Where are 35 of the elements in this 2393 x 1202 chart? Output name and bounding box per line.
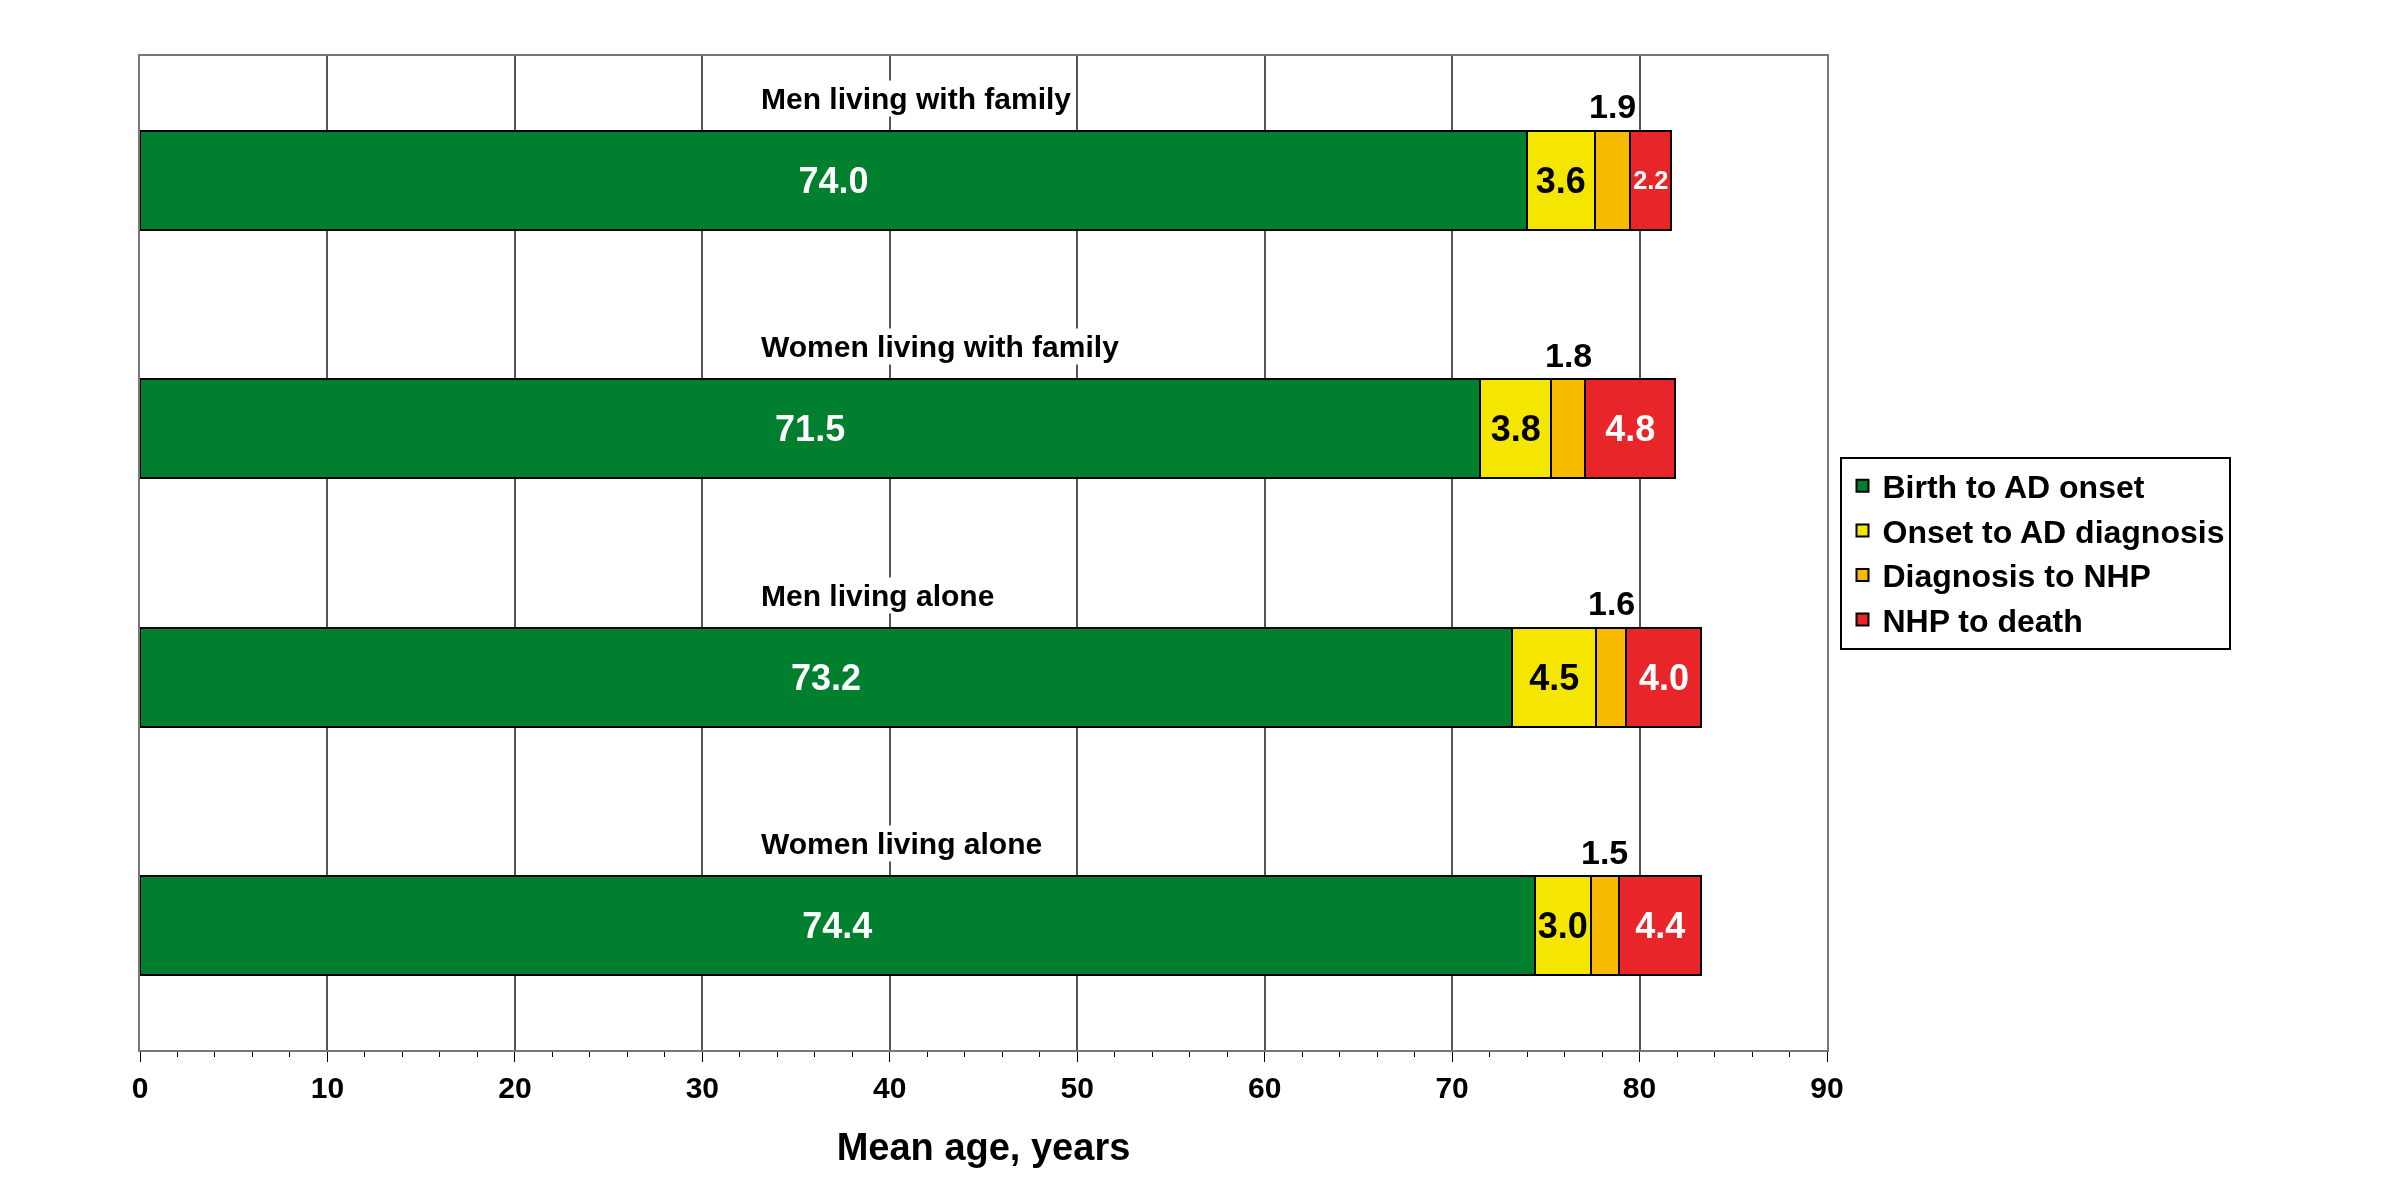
data-label: 1.6 [1588, 584, 1636, 622]
y-tick-label: Men living alone [761, 579, 995, 612]
x-tick-label: 80 [1622, 1071, 1657, 1104]
data-label: 2.2 [1633, 166, 1669, 195]
x-tick-label: 40 [873, 1071, 907, 1104]
data-label: 4.5 [1529, 656, 1580, 698]
legend-label: Onset to AD diagnosis [1882, 513, 2225, 550]
data-label: 4.4 [1635, 905, 1686, 947]
data-label: 3.6 [1535, 159, 1586, 201]
x-tick-label: 70 [1435, 1071, 1469, 1104]
data-label: 74.0 [798, 159, 869, 201]
data-label: 1.8 [1545, 336, 1593, 374]
x-tick-label: 60 [1247, 1071, 1282, 1104]
y-tick-label: Men living with family [761, 82, 1072, 115]
data-label: 73.2 [791, 656, 862, 698]
x-tick-label: 90 [1810, 1071, 1844, 1104]
data-label: 4.0 [1638, 656, 1689, 698]
legend-label: Diagnosis to NHP [1882, 558, 2151, 595]
x-tick-label: 0 [131, 1071, 149, 1104]
x-tick-label: 10 [310, 1071, 345, 1104]
data-label: 4.8 [1605, 408, 1656, 450]
data-label: 3.8 [1490, 408, 1541, 450]
y-tick-label: Women living alone [761, 827, 1043, 860]
x-tick-label: 20 [498, 1071, 532, 1104]
legend-label: Birth to AD onset [1882, 469, 2145, 506]
y-tick-label: Women living with family [761, 330, 1120, 363]
x-axis-title: Mean age, years [836, 1125, 1131, 1168]
x-tick-label: 50 [1060, 1071, 1094, 1104]
data-label: 3.0 [1537, 905, 1588, 947]
legend-label: NHP to death [1882, 603, 2083, 640]
data-label: 74.4 [802, 905, 873, 947]
data-label: 71.5 [775, 408, 846, 450]
x-tick-label: 30 [685, 1071, 720, 1104]
data-label: 1.5 [1581, 833, 1629, 871]
data-label: 1.9 [1589, 87, 1637, 125]
